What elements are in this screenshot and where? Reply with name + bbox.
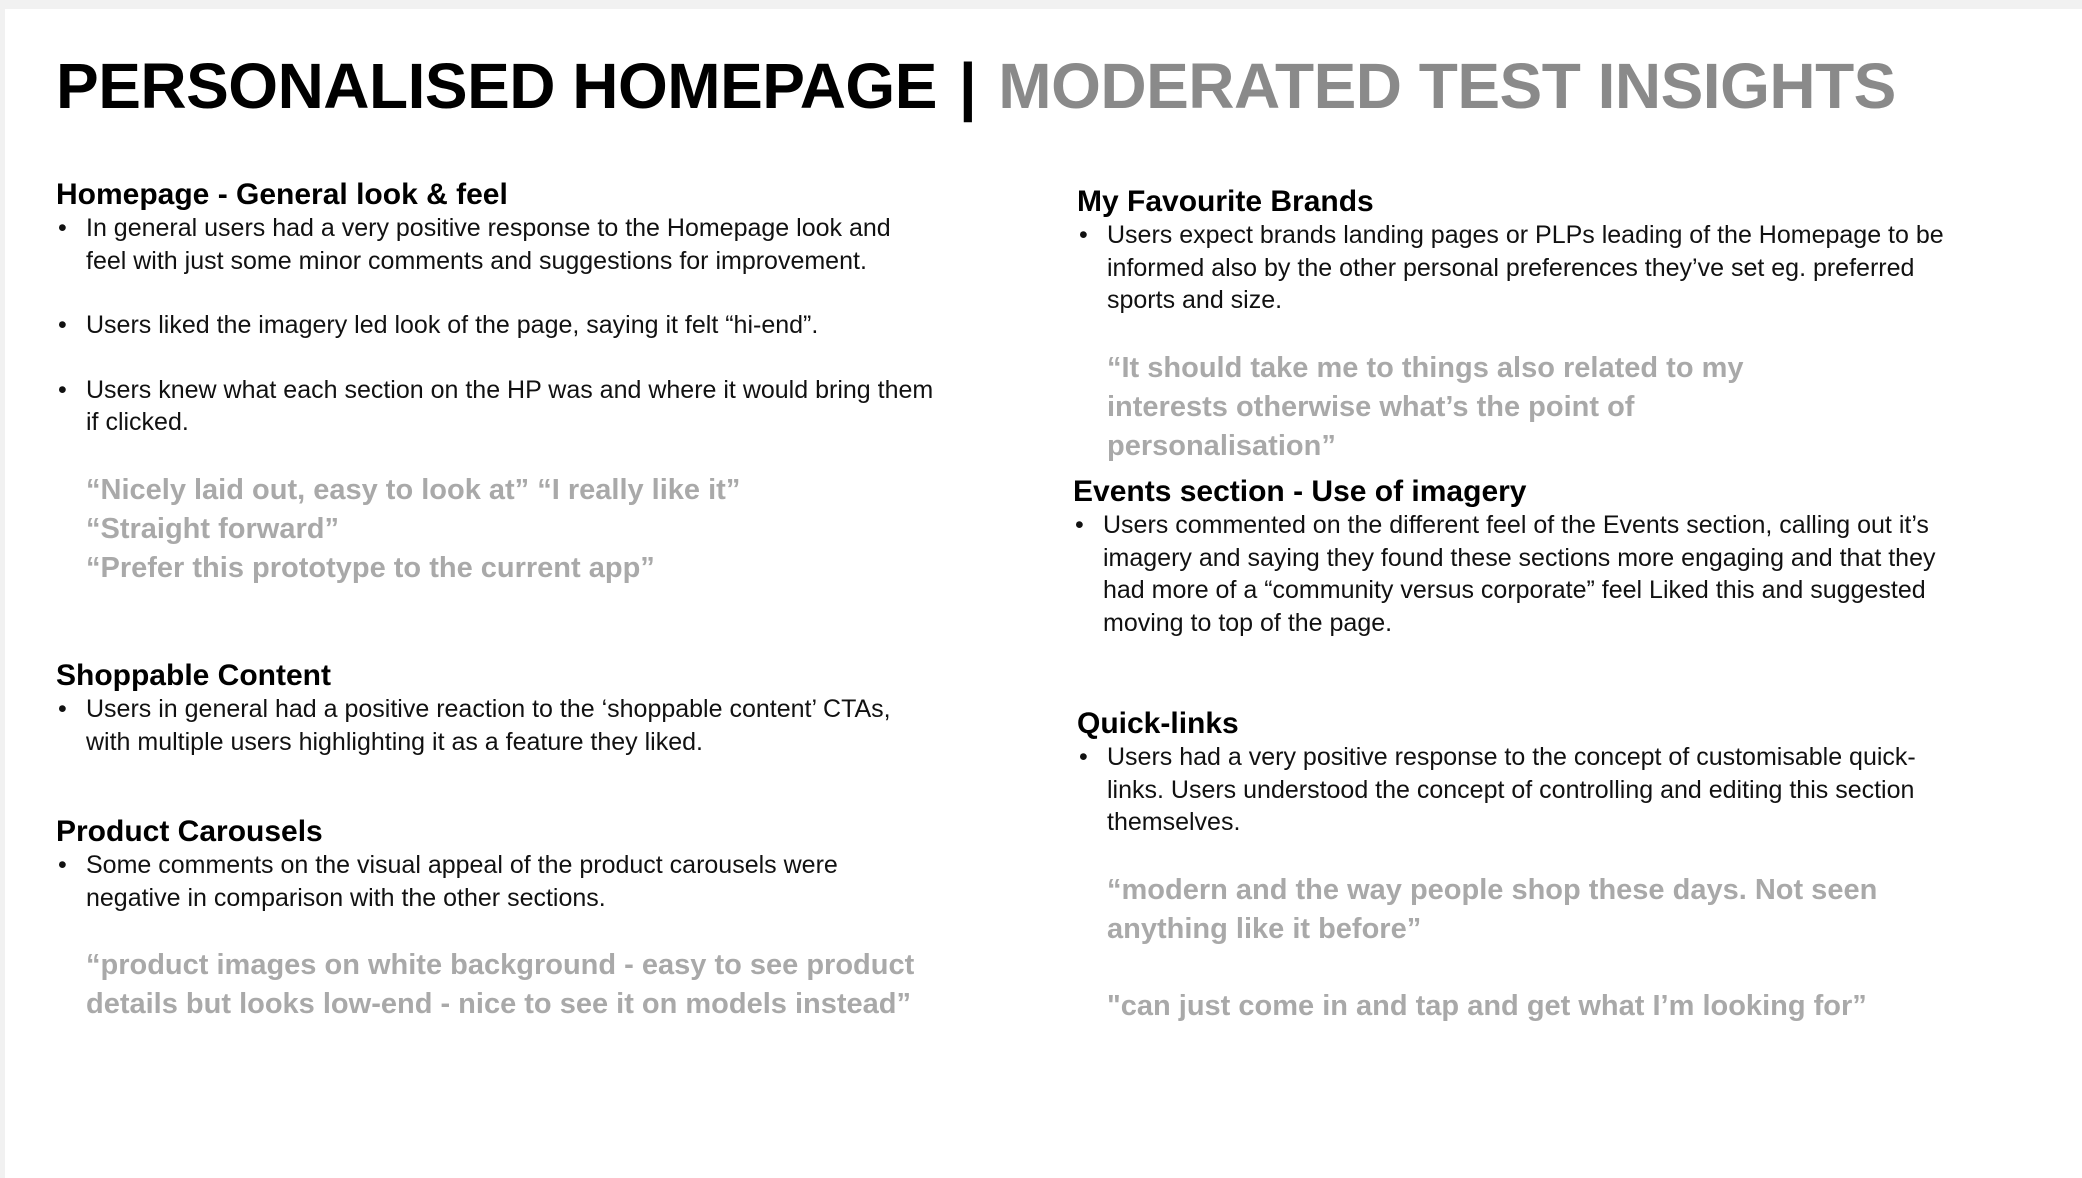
user-quote: “Straight forward” [86,512,339,545]
user-quote: "can just come in and tap and get what I… [1107,989,1867,1022]
page-title: PERSONALISED HOMEPAGE | MODERATED TEST INS… [56,50,1896,122]
section-heading: Events section - Use of imagery [1073,475,1527,508]
section-events-imagery: Events section - Use of imagery Users co… [1073,475,1943,639]
section-product-carousels: Product Carousels Some comments on the v… [56,815,936,1024]
bullet-item: Users knew what each section on the HP w… [56,374,936,439]
user-quote: “product images on white background - ea… [86,949,915,1020]
section-heading: Quick-links [1077,707,1239,740]
left-border [0,0,5,1178]
title-subtitle: MODERATED TEST INSIGHTS [998,50,1896,122]
section-heading: Product Carousels [56,815,323,848]
bullet-item: Users commented on the different feel of… [1073,509,1943,639]
section-heading: My Favourite Brands [1077,185,1374,218]
bullet-item: In general users had a very positive res… [56,212,936,277]
bullet-item: Users had a very positive response to th… [1077,741,1937,839]
user-quote: “It should take me to things also relate… [1107,351,1744,462]
bullet-item: Some comments on the visual appeal of th… [56,849,936,914]
section-quick-links: Quick-links Users had a very positive re… [1077,707,1937,1026]
title-separator: | [958,50,977,122]
title-main: PERSONALISED HOMEPAGE [56,50,937,122]
section-heading: Shoppable Content [56,659,331,692]
bullet-item: Users liked the imagery led look of the … [56,309,936,342]
section-shoppable-content: Shoppable Content Users in general had a… [56,659,916,758]
bullet-item: Users expect brands landing pages or PLP… [1077,219,1957,317]
section-favourite-brands: My Favourite Brands Users expect brands … [1077,185,1957,466]
section-general-look-feel: Homepage - General look & feel In genera… [56,178,936,588]
section-heading: Homepage - General look & feel [56,178,508,211]
user-quote: “modern and the way people shop these da… [1107,873,1878,945]
user-quote: “Nicely laid out, easy to look at” “I re… [86,473,741,506]
bullet-item: Users in general had a positive reaction… [56,693,916,758]
user-quote: “Prefer this prototype to the current ap… [86,551,655,584]
top-border [0,0,2082,9]
